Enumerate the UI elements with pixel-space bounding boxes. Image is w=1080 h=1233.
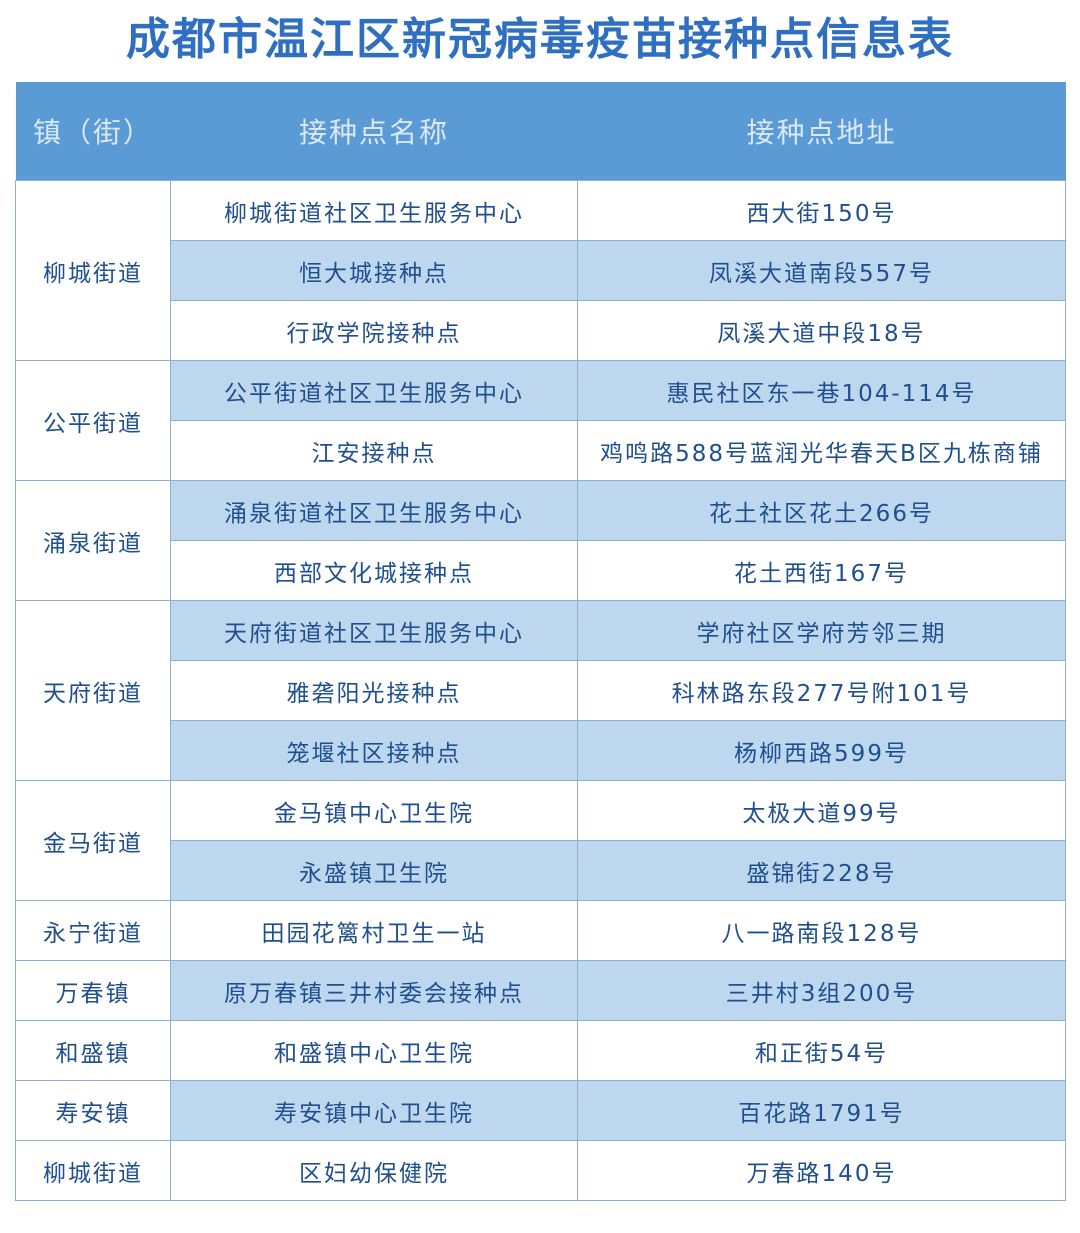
site-name: 江安接种点: [170, 420, 578, 481]
town-cell: 公平街道: [15, 360, 171, 481]
site-name: 行政学院接种点: [170, 300, 578, 361]
site-name: 笼堰社区接种点: [170, 720, 578, 781]
table-row: 和盛镇 和盛镇中心卫生院 和正街54号: [15, 1020, 1066, 1081]
site-name: 天府街道社区卫生服务中心: [170, 600, 578, 661]
table-row: 永盛镇卫生院 盛锦街228号: [16, 840, 1066, 901]
table-row: 公平街道 公平街道社区卫生服务中心 惠民社区东一巷104-114号: [15, 360, 1066, 481]
site-name: 恒大城接种点: [170, 240, 578, 301]
town-cell: 天府街道: [15, 600, 171, 781]
site-address: 八一路南段128号: [577, 900, 1066, 961]
site-name: 涌泉街道社区卫生服务中心: [170, 480, 578, 541]
site-name: 西部文化城接种点: [170, 540, 578, 601]
info-table: 镇（街） 接种点名称 接种点地址 柳城街道 柳城街道社区卫生服务中心 西大街150号 恒大…: [15, 82, 1066, 1201]
site-address: 杨柳西路599号: [577, 720, 1066, 781]
town-cell: 涌泉街道: [15, 480, 171, 601]
header-cell: 接种点地址: [577, 82, 1066, 181]
town-cell: 万春镇: [15, 960, 171, 1021]
site-address: 学府社区学府芳邻三期: [577, 600, 1066, 661]
table-row: 江安接种点 鸡鸣路588号蓝润光华春天B区九栋商铺: [16, 420, 1066, 481]
table-row: 万春镇 原万春镇三井村委会接种点 三井村3组200号: [15, 960, 1066, 1021]
table-row: 柳城街道 区妇幼保健院 万春路140号: [15, 1140, 1066, 1201]
header-cell: 接种点名称: [170, 82, 578, 181]
table-row: 金马街道 金马镇中心卫生院 太极大道99号: [15, 780, 1066, 901]
site-address: 百花路1791号: [577, 1080, 1066, 1141]
site-address: 盛锦街228号: [577, 840, 1066, 901]
table-row: 恒大城接种点 凤溪大道南段557号: [16, 240, 1066, 301]
table-row: 行政学院接种点 凤溪大道中段18号: [16, 300, 1066, 361]
town-cell: 永宁街道: [15, 900, 171, 961]
site-address: 三井村3组200号: [577, 960, 1066, 1021]
site-name: 公平街道社区卫生服务中心: [170, 360, 578, 421]
site-address: 花土西街167号: [577, 540, 1066, 601]
site-name: 田园花篱村卫生一站: [170, 900, 578, 961]
site-address: 万春路140号: [577, 1140, 1066, 1201]
table-row: 天府街道 天府街道社区卫生服务中心 学府社区学府芳邻三期: [15, 600, 1066, 781]
title: 成都市温江区新冠病毒疫苗接种点信息表: [126, 14, 954, 65]
table-row: 柳城街道 柳城街道社区卫生服务中心 西大街150号: [15, 180, 1066, 361]
site-address: 凤溪大道南段557号: [577, 240, 1066, 301]
header-cell: 镇（街）: [15, 82, 171, 181]
site-name: 永盛镇卫生院: [170, 840, 578, 901]
town-cell: 寿安镇: [15, 1080, 171, 1141]
site-name: 寿安镇中心卫生院: [170, 1080, 578, 1141]
site-name: 金马镇中心卫生院: [170, 780, 578, 841]
table-row: 寿安镇 寿安镇中心卫生院 百花路1791号: [15, 1080, 1066, 1141]
site-address: 花土社区花土266号: [577, 480, 1066, 541]
site-name: 雅砻阳光接种点: [170, 660, 578, 721]
site-address: 科林路东段277号附101号: [577, 660, 1066, 721]
town-cell: 柳城街道: [15, 180, 171, 361]
site-address: 西大街150号: [577, 180, 1066, 241]
site-address: 惠民社区东一巷104-114号: [577, 360, 1066, 421]
town-cell: 柳城街道: [15, 1140, 171, 1201]
table-row: 雅砻阳光接种点 科林路东段277号附101号: [16, 660, 1066, 721]
town-cell: 金马街道: [15, 780, 171, 901]
header-row: 镇（街） 接种点名称 接种点地址: [15, 82, 1066, 181]
table-row: 笼堰社区接种点 杨柳西路599号: [16, 720, 1066, 781]
site-name: 原万春镇三井村委会接种点: [170, 960, 578, 1021]
site-name: 和盛镇中心卫生院: [170, 1020, 578, 1081]
table-row: 涌泉街道 涌泉街道社区卫生服务中心 花土社区花土266号: [15, 480, 1066, 601]
site-address: 鸡鸣路588号蓝润光华春天B区九栋商铺: [577, 420, 1066, 481]
site-name: 区妇幼保健院: [170, 1140, 578, 1201]
site-address: 和正街54号: [577, 1020, 1066, 1081]
table-row: 永宁街道 田园花篱村卫生一站 八一路南段128号: [15, 900, 1066, 961]
table-row: 西部文化城接种点 花土西街167号: [16, 540, 1066, 601]
site-address: 凤溪大道中段18号: [577, 300, 1066, 361]
town-cell: 和盛镇: [15, 1020, 171, 1081]
site-name: 柳城街道社区卫生服务中心: [170, 180, 578, 241]
site-address: 太极大道99号: [577, 780, 1066, 841]
